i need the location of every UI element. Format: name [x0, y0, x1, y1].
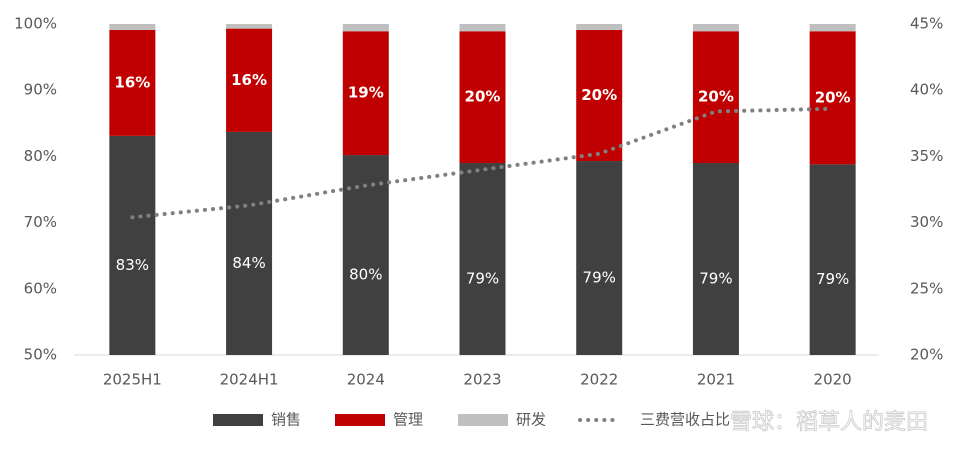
bar-segment: [459, 31, 506, 164]
watermark: 雪球：稻草人的麦田: [730, 410, 928, 435]
x-tick-label: 2024: [347, 371, 385, 389]
y-tick-label: 80%: [24, 147, 57, 165]
data-label: 20%: [815, 88, 851, 106]
y2-tick-label: 20%: [910, 346, 943, 364]
legend-label: 管理: [393, 411, 423, 429]
data-label: 79%: [583, 269, 616, 287]
bar-segment: [342, 24, 389, 32]
bar-segment: [109, 135, 156, 355]
data-label: 16%: [231, 71, 267, 89]
x-tick-label: 2022: [580, 371, 618, 389]
y2-tick-label: 25%: [910, 279, 943, 297]
y2-tick-label: 45%: [910, 15, 943, 33]
bar-segment: [226, 131, 273, 355]
bar-segment: [809, 164, 856, 355]
bar-segment: [109, 29, 156, 136]
legend-swatch: [335, 414, 385, 426]
bar-segment: [809, 24, 856, 32]
data-label: 79%: [466, 270, 499, 288]
y2-tick-label: 40%: [910, 81, 943, 99]
x-tick-label: 2025H1: [103, 371, 162, 389]
x-tick-label: 2023: [463, 371, 501, 389]
bar-segment: [342, 31, 389, 156]
bar-segment: [109, 24, 156, 30]
data-label: 83%: [116, 256, 149, 274]
legend-label: 研发: [516, 411, 546, 429]
x-tick-label: 2021: [697, 371, 735, 389]
bar-segment: [576, 29, 623, 162]
bar-segment: [692, 31, 739, 164]
legend-label: 三费营收占比: [640, 411, 730, 429]
bar-segment: [692, 24, 739, 32]
data-label: 20%: [465, 88, 501, 106]
data-label: 79%: [816, 270, 849, 288]
data-label: 20%: [698, 88, 734, 106]
bar-segment: [692, 163, 739, 355]
bar-segment: [226, 28, 273, 132]
data-label: 84%: [232, 254, 265, 272]
data-label: 20%: [581, 86, 617, 104]
y-tick-label: 70%: [24, 213, 57, 231]
bar-segment: [226, 24, 273, 29]
bar-segment: [459, 24, 506, 32]
legend-label: 销售: [271, 411, 301, 429]
data-label: 80%: [349, 266, 382, 284]
bar-segment: [576, 161, 623, 355]
y-tick-label: 50%: [24, 346, 57, 364]
legend-swatch: [213, 414, 263, 426]
bar-segment: [809, 31, 856, 165]
x-tick-label: 2020: [814, 371, 852, 389]
x-tick-label: 2024H1: [220, 371, 279, 389]
bar-segment: [576, 24, 623, 30]
data-label: 16%: [114, 73, 150, 91]
bar-segment: [459, 163, 506, 355]
y-tick-label: 100%: [14, 15, 57, 33]
y-tick-label: 90%: [24, 81, 57, 99]
data-label: 79%: [699, 270, 732, 288]
y-tick-label: 60%: [24, 279, 57, 297]
y2-tick-label: 30%: [910, 213, 943, 231]
legend-swatch: [458, 414, 508, 426]
data-label: 19%: [348, 84, 384, 102]
y2-tick-label: 35%: [910, 147, 943, 165]
